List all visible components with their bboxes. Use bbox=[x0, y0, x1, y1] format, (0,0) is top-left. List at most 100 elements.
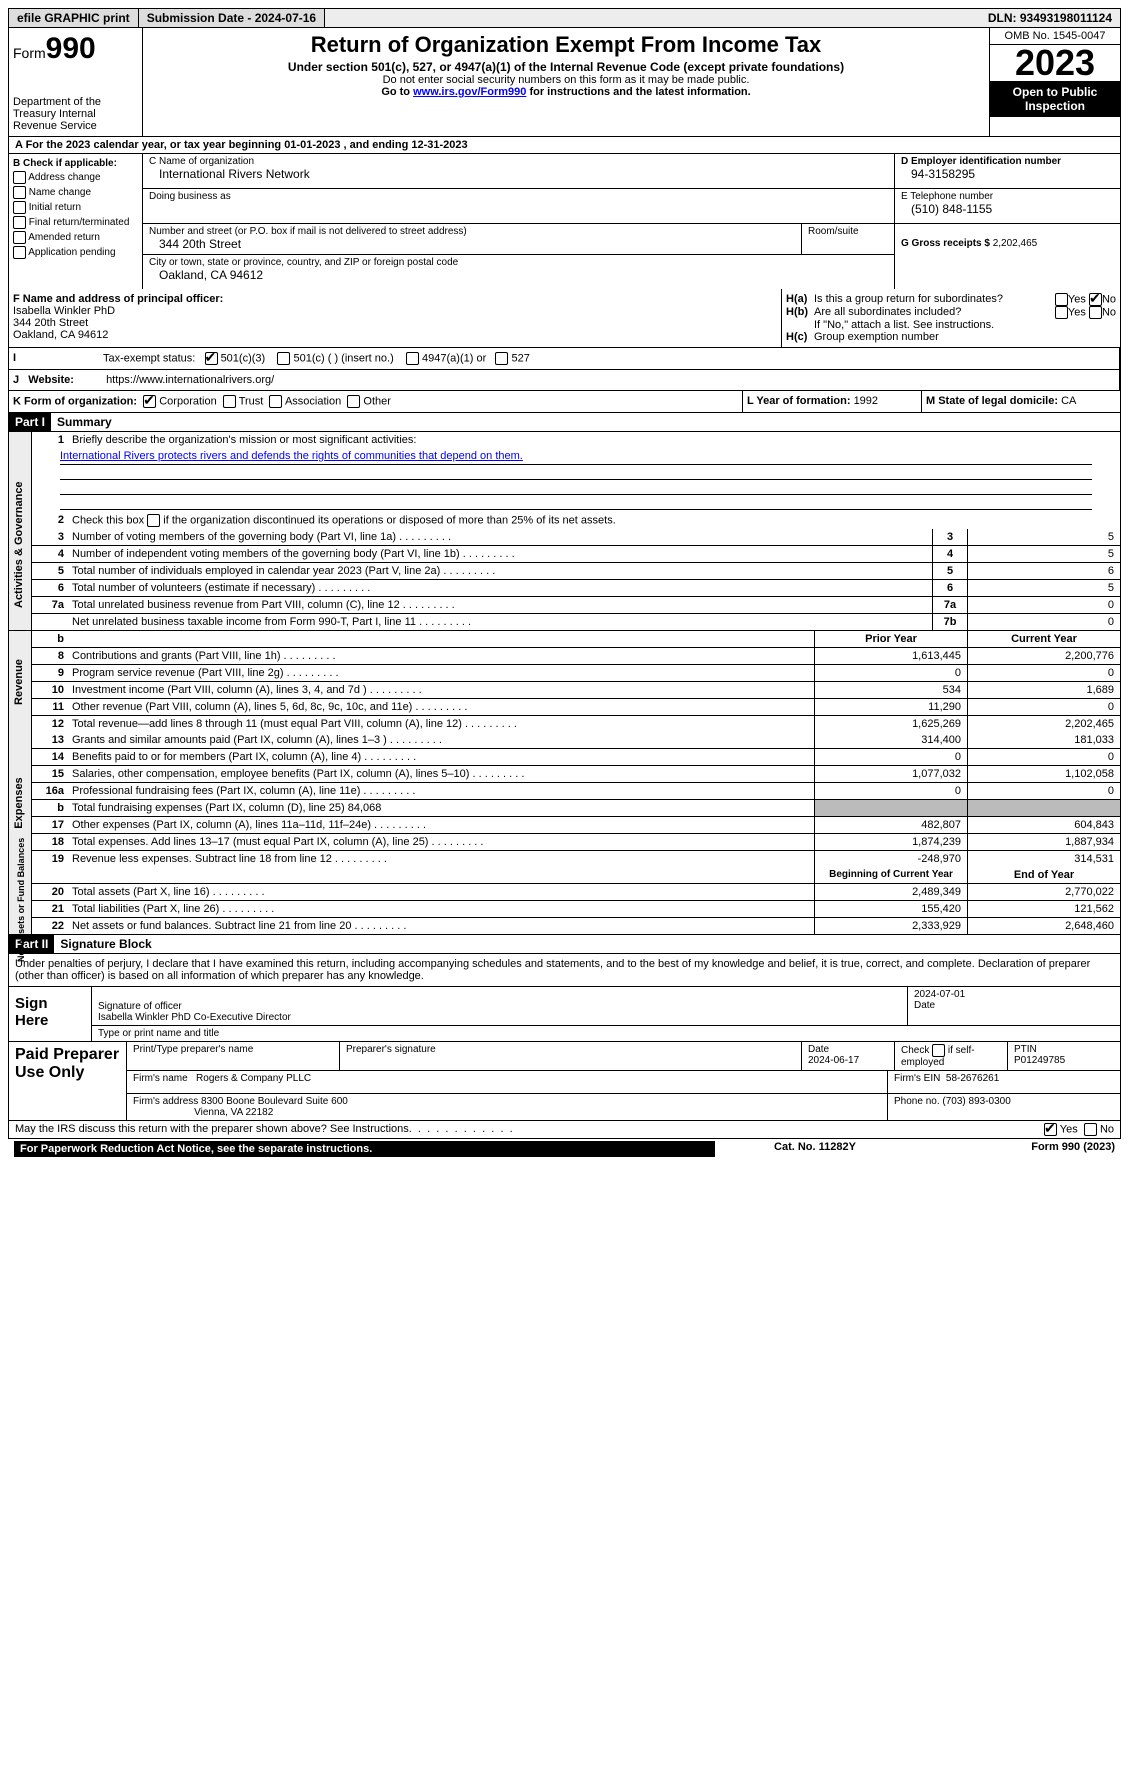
row-value: 5 bbox=[967, 546, 1120, 562]
sign-here-block: Sign Here Signature of officerIsabella W… bbox=[8, 987, 1121, 1042]
section-j: J Website: https://www.internationalrive… bbox=[8, 370, 1121, 391]
hc-label: Group exemption number bbox=[814, 331, 1116, 343]
table-row-text: Total revenue—add lines 8 through 11 (mu… bbox=[68, 716, 814, 732]
cb-name-change[interactable]: Name change bbox=[13, 186, 138, 199]
cb-4947[interactable] bbox=[406, 352, 419, 365]
section-governance: Activities & Governance 1Briefly describ… bbox=[8, 432, 1121, 630]
hdr-begin-year: Beginning of Current Year bbox=[814, 867, 967, 883]
row-value: 0 bbox=[967, 614, 1120, 630]
table-row-text: Total fundraising expenses (Part IX, col… bbox=[68, 800, 814, 816]
goto-line: Go to www.irs.gov/Form990 for instructio… bbox=[147, 86, 985, 98]
website-url[interactable]: https://www.internationalrivers.org/ bbox=[106, 374, 274, 386]
tax-year: 2023 bbox=[990, 45, 1120, 81]
cb-other[interactable] bbox=[347, 395, 360, 408]
ha-no[interactable] bbox=[1089, 293, 1102, 306]
officer-label: F Name and address of principal officer: bbox=[13, 293, 223, 305]
table-row-text: Total expenses. Add lines 13–17 (must eq… bbox=[68, 834, 814, 850]
prior-year-value: 0 bbox=[814, 749, 967, 765]
table-row-text: Total number of volunteers (estimate if … bbox=[68, 580, 932, 596]
prior-year-value: 314,400 bbox=[814, 732, 967, 748]
form-title: Return of Organization Exempt From Incom… bbox=[147, 32, 985, 58]
form-number: Form990 bbox=[13, 32, 138, 66]
hb-question: Are all subordinates included? bbox=[814, 306, 1026, 319]
year-formation: 1992 bbox=[854, 395, 878, 407]
discuss-question: May the IRS discuss this return with the… bbox=[15, 1123, 412, 1135]
gross-label: G Gross receipts $ bbox=[901, 238, 993, 249]
cb-501c[interactable] bbox=[277, 352, 290, 365]
table-row-text: Net assets or fund balances. Subtract li… bbox=[68, 918, 814, 934]
current-year-value: 1,887,934 bbox=[967, 834, 1120, 850]
footer: For Paperwork Reduction Act Notice, see … bbox=[8, 1139, 1121, 1159]
topbar-spacer bbox=[325, 16, 980, 20]
prior-year-value: 1,874,239 bbox=[814, 834, 967, 850]
current-year-value: 2,770,022 bbox=[967, 884, 1120, 900]
city-state-zip: Oakland, CA 94612 bbox=[149, 268, 263, 282]
sec-b-title: B Check if applicable: bbox=[13, 158, 138, 169]
table-row-text: Number of voting members of the governin… bbox=[68, 529, 932, 545]
discuss-no[interactable] bbox=[1084, 1123, 1097, 1136]
line-a-tax-year: A For the 2023 calendar year, or tax yea… bbox=[8, 137, 1121, 154]
discuss-yes[interactable] bbox=[1044, 1123, 1057, 1136]
current-year-value: 0 bbox=[967, 749, 1120, 765]
prior-year-value: 2,489,349 bbox=[814, 884, 967, 900]
street-address: 344 20th Street bbox=[149, 237, 241, 251]
hdr-end-year: End of Year bbox=[967, 867, 1120, 883]
cb-trust[interactable] bbox=[223, 395, 236, 408]
table-row-text: Contributions and grants (Part VIII, lin… bbox=[68, 648, 814, 664]
telephone: (510) 848-1155 bbox=[901, 202, 992, 216]
prior-year-value: 155,420 bbox=[814, 901, 967, 917]
cb-self-employed[interactable] bbox=[932, 1044, 945, 1057]
table-row-text: Salaries, other compensation, employee b… bbox=[68, 766, 814, 782]
cb-association[interactable] bbox=[269, 395, 282, 408]
paperwork-notice: For Paperwork Reduction Act Notice, see … bbox=[14, 1141, 715, 1157]
cb-discontinued[interactable] bbox=[147, 514, 160, 527]
table-row-text: Total unrelated business revenue from Pa… bbox=[68, 597, 932, 613]
cb-address-change[interactable]: Address change bbox=[13, 171, 138, 184]
org-name-label: C Name of organization bbox=[149, 156, 888, 167]
hb-no[interactable] bbox=[1089, 306, 1102, 319]
section-i: ITax-exempt status: 501(c)(3) 501(c) ( )… bbox=[8, 348, 1121, 370]
cb-527[interactable] bbox=[495, 352, 508, 365]
current-year-value: 0 bbox=[967, 699, 1120, 715]
form-org-label: K Form of organization: bbox=[13, 395, 137, 407]
perjury-statement: Under penalties of perjury, I declare th… bbox=[8, 954, 1121, 987]
irs-link[interactable]: www.irs.gov/Form990 bbox=[413, 86, 526, 98]
ptin: P01249785 bbox=[1014, 1055, 1065, 1066]
ssn-warning: Do not enter social security numbers on … bbox=[147, 74, 985, 86]
section-net-assets: Net Assets or Fund Balances Beginning of… bbox=[8, 867, 1121, 935]
table-row-text: Number of independent voting members of … bbox=[68, 546, 932, 562]
dba-label: Doing business as bbox=[149, 191, 888, 202]
firm-ein: 58-2676261 bbox=[946, 1073, 999, 1084]
type-name-label: Type or print name and title bbox=[92, 1026, 1120, 1041]
hb-yes[interactable] bbox=[1055, 306, 1068, 319]
sig-officer-name: Isabella Winkler PhD Co-Executive Direct… bbox=[98, 1012, 291, 1023]
current-year-value: 1,102,058 bbox=[967, 766, 1120, 782]
current-year-value: 604,843 bbox=[967, 817, 1120, 833]
efile-print-button[interactable]: efile GRAPHIC print bbox=[9, 9, 139, 27]
prior-year-value: 534 bbox=[814, 682, 967, 698]
ein: 94-3158295 bbox=[901, 167, 975, 181]
vtab-net-assets: Net Assets or Fund Balances bbox=[16, 842, 26, 962]
dln: DLN: 93493198011124 bbox=[980, 9, 1120, 27]
cb-501c3[interactable] bbox=[205, 352, 218, 365]
mission-label: Briefly describe the organization's miss… bbox=[68, 432, 1120, 448]
cb-application-pending[interactable]: Application pending bbox=[13, 246, 138, 259]
form-header: Form990 Department of the Treasury Inter… bbox=[8, 28, 1121, 137]
cb-initial-return[interactable]: Initial return bbox=[13, 201, 138, 214]
cb-corporation[interactable] bbox=[143, 395, 156, 408]
firm-addr2: Vienna, VA 22182 bbox=[194, 1107, 273, 1118]
current-year-value: 0 bbox=[967, 783, 1120, 799]
discuss-row: May the IRS discuss this return with the… bbox=[8, 1121, 1121, 1139]
room-label: Room/suite bbox=[808, 226, 859, 237]
prep-sig-hdr: Preparer's signature bbox=[340, 1042, 802, 1070]
vtab-revenue: Revenue bbox=[13, 622, 25, 742]
ha-yes[interactable] bbox=[1055, 293, 1068, 306]
officer-addr1: 344 20th Street bbox=[13, 317, 88, 329]
cb-final-return[interactable]: Final return/terminated bbox=[13, 216, 138, 229]
table-row-text: Other revenue (Part VIII, column (A), li… bbox=[68, 699, 814, 715]
current-year-value: 121,562 bbox=[967, 901, 1120, 917]
table-row-text: Net unrelated business taxable income fr… bbox=[68, 614, 932, 630]
current-year-value: 2,200,776 bbox=[967, 648, 1120, 664]
cb-amended-return[interactable]: Amended return bbox=[13, 231, 138, 244]
current-year-value: 2,648,460 bbox=[967, 918, 1120, 934]
